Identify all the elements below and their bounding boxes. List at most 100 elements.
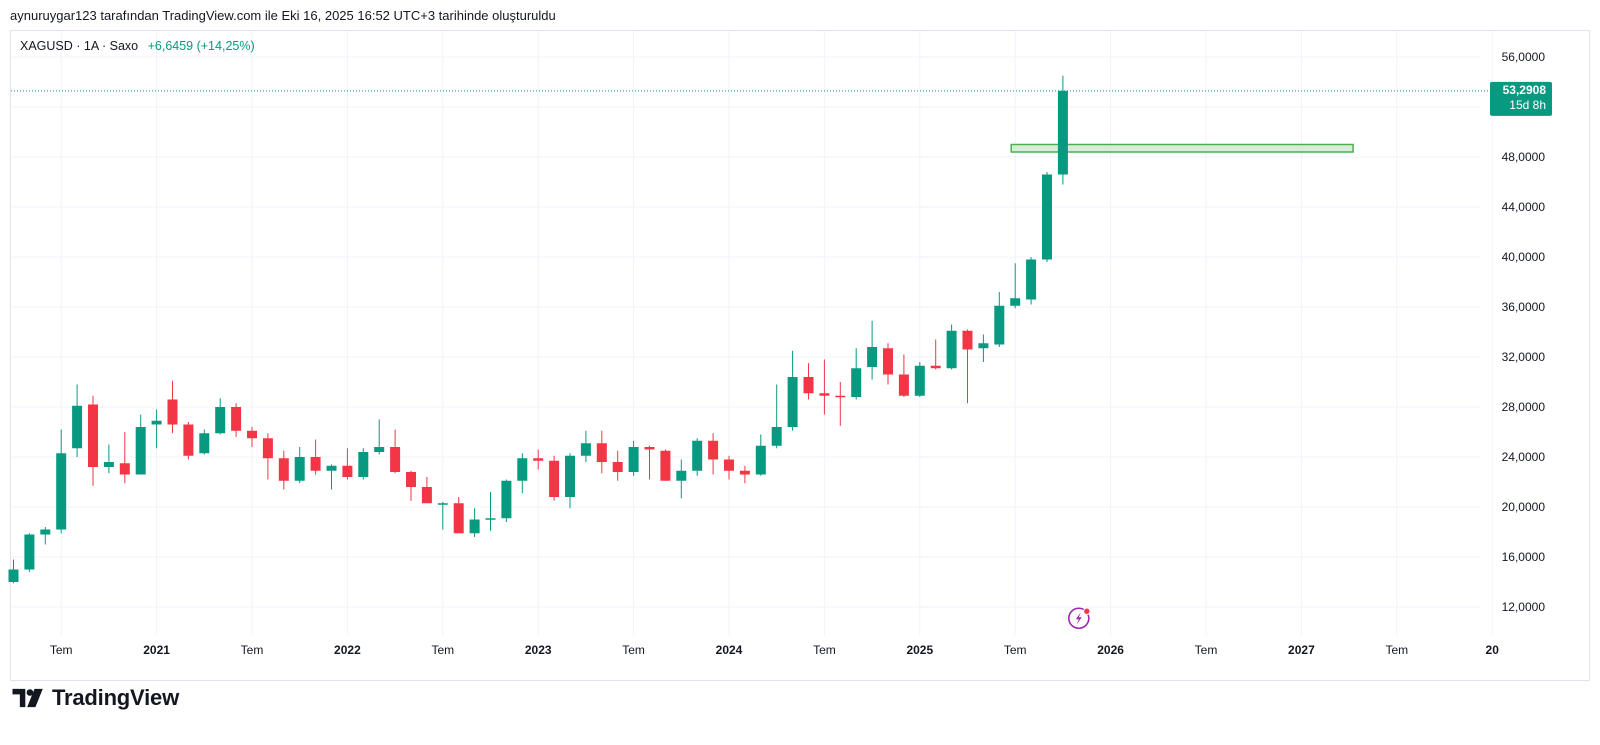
candle <box>135 414 146 475</box>
candle <box>262 433 273 480</box>
candle <box>24 533 35 572</box>
candle <box>596 430 607 474</box>
candle <box>56 429 67 534</box>
candle <box>485 492 496 531</box>
time-axis: Tem 2021 Tem 2022 Tem 2023 Tem 2024 Tem 2025 Tem 20… <box>50 643 1499 657</box>
candle-body <box>88 404 98 467</box>
candle-body <box>278 458 289 481</box>
candle-body <box>72 405 83 449</box>
candle <box>803 363 814 400</box>
candle <box>914 362 925 397</box>
price-change: +6,6459 (+14,25%) <box>147 39 255 53</box>
candle <box>72 384 83 457</box>
candle <box>215 398 226 435</box>
candle-body <box>247 430 257 439</box>
candle <box>612 450 623 481</box>
last-price-value: 53,2908 <box>1503 83 1547 97</box>
candle-body <box>183 424 194 456</box>
candles-layer <box>8 75 1068 584</box>
candle-body <box>739 470 750 475</box>
zone-rectangle <box>1010 143 1354 153</box>
time-tick-label: 2021 <box>143 643 170 657</box>
time-tick-label: 20 <box>1486 643 1500 657</box>
time-tick-label: Tem <box>1004 643 1027 657</box>
candle <box>421 477 432 504</box>
candle <box>199 429 210 455</box>
candle-body <box>374 447 385 452</box>
candle <box>310 439 321 475</box>
candle-body <box>835 395 846 398</box>
candle <box>358 448 369 480</box>
symbol-label[interactable]: XAGUSD · 1A · Saxo <box>20 39 139 53</box>
candle-body <box>294 457 305 481</box>
candle-body <box>1010 298 1021 306</box>
candle <box>40 527 51 545</box>
price-axis: 12,0000 16,0000 20,0000 24,0000 28,0000 32,00… <box>1490 50 1552 614</box>
candle-body <box>40 529 51 535</box>
candle-body <box>119 463 130 475</box>
candle-body <box>8 569 19 582</box>
candle <box>883 343 893 385</box>
price-tick-label: 44,0000 <box>1502 200 1546 214</box>
candle-body <box>978 343 989 349</box>
symbol-legend[interactable]: XAGUSD · 1A · Saxo +6,6459 (+14,25%) <box>20 39 255 53</box>
candle <box>692 438 703 476</box>
candle <box>326 464 337 490</box>
candle-body <box>565 455 575 497</box>
candle-body <box>755 445 766 475</box>
time-tick-label: Tem <box>241 643 264 657</box>
candle-body <box>819 393 830 396</box>
candle-body <box>946 330 957 369</box>
candle-body <box>485 518 496 520</box>
candle-body <box>1042 174 1052 260</box>
grid-lines <box>11 31 1493 635</box>
candle-body <box>310 457 321 471</box>
candle <box>1010 263 1021 309</box>
candle-body <box>787 377 798 427</box>
candle <box>453 497 464 534</box>
candle <box>835 382 846 426</box>
tradingview-logo[interactable]: TradingView <box>12 684 179 712</box>
zone-layer <box>1010 143 1354 153</box>
candle-body <box>867 347 878 367</box>
candle <box>437 502 448 530</box>
candle-body <box>883 348 893 375</box>
candle-body <box>358 452 369 477</box>
candle-body <box>644 447 655 450</box>
candle <box>867 320 878 380</box>
candle-body <box>437 503 448 505</box>
candle <box>580 430 591 462</box>
candle <box>247 427 257 447</box>
candle <box>787 350 798 431</box>
candle <box>644 445 655 480</box>
candle <box>231 403 242 437</box>
time-tick-label: 2024 <box>716 643 743 657</box>
price-tick-label: 32,0000 <box>1502 350 1546 364</box>
price-tick-label: 36,0000 <box>1502 300 1546 314</box>
candle-body <box>612 462 623 472</box>
candle-body <box>342 465 353 477</box>
candle <box>88 395 98 486</box>
candle-body <box>533 458 544 461</box>
candle <box>771 384 782 449</box>
time-tick-label: 2023 <box>525 643 552 657</box>
candle-body <box>994 305 1005 345</box>
price-tick-label: 12,0000 <box>1502 600 1546 614</box>
candle <box>390 429 401 474</box>
candle <box>739 465 750 484</box>
candle-body <box>151 420 162 425</box>
time-tick-label: Tem <box>1385 643 1408 657</box>
price-tick-label: 16,0000 <box>1502 550 1546 564</box>
candle <box>819 359 830 415</box>
candle <box>469 508 480 537</box>
candle-body <box>628 447 639 472</box>
candle <box>930 339 941 370</box>
bar-countdown: 15d 8h <box>1509 98 1546 112</box>
candle-body <box>962 330 973 350</box>
price-tick-label: 40,0000 <box>1502 250 1546 264</box>
candle <box>517 453 528 494</box>
candle-body <box>517 458 528 481</box>
candle <box>628 440 639 476</box>
